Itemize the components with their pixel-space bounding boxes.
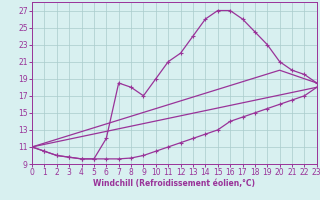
X-axis label: Windchill (Refroidissement éolien,°C): Windchill (Refroidissement éolien,°C) <box>93 179 255 188</box>
